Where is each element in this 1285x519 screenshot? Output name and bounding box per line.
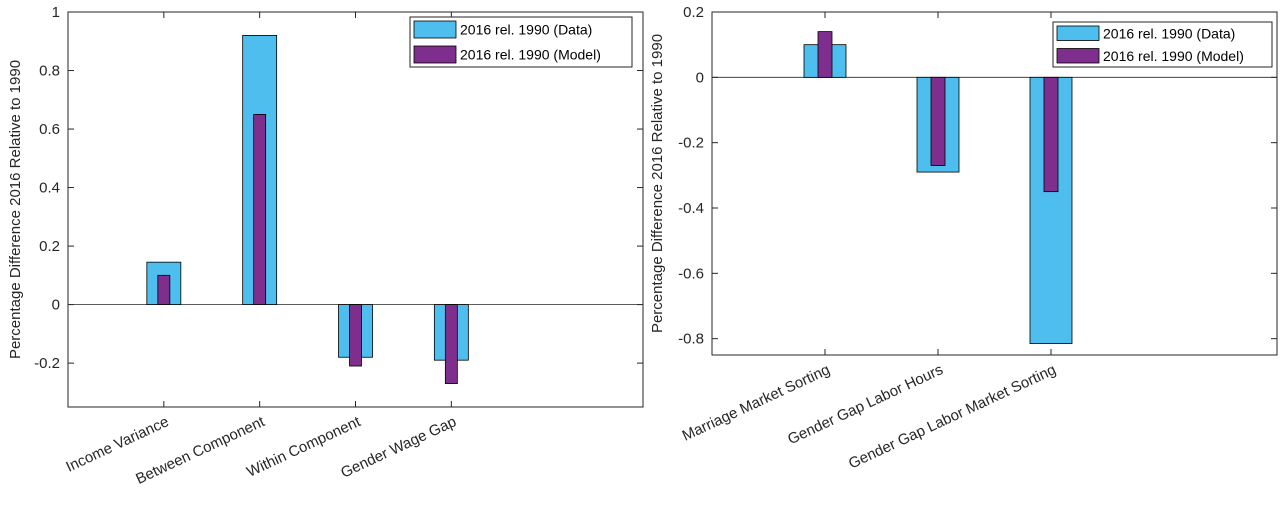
right-y-ticks: -0.8 -0.6 -0.4 -0.2 0 0.2 — [678, 4, 1277, 348]
left-legend-swatch-model — [413, 45, 457, 64]
left-bar-model — [349, 304, 362, 367]
right-y-tick-label: 0.2 — [683, 4, 704, 21]
left-legend-label-model: 2016 rel. 1990 (Model) — [460, 47, 601, 63]
left-y-tick-label: 0.6 — [39, 121, 60, 138]
left-bars — [68, 12, 643, 407]
right-bars — [712, 12, 1277, 355]
right-category-label: Gender Gap Labor Market Sorting — [846, 361, 1059, 472]
left-y-axis-label: Percentage Difference 2016 Relative to 1… — [7, 60, 24, 359]
left-legend: 2016 rel. 1990 (Data) 2016 rel. 1990 (Mo… — [409, 16, 633, 68]
left-y-tick-label: 1 — [52, 4, 60, 21]
left-bar-model — [253, 114, 267, 305]
right-y-tick-label: -0.8 — [678, 331, 704, 348]
left-bar-model — [157, 274, 171, 305]
right-legend-label-model: 2016 rel. 1990 (Model) — [1103, 48, 1244, 64]
right-bar-model — [1043, 76, 1059, 193]
left-y-tick-label: -0.2 — [34, 355, 60, 372]
left-chart: -0.2 0 0.2 0.4 0.6 0.8 1 Income VarianceBetwee… — [7, 4, 644, 488]
left-legend-label-data: 2016 rel. 1990 (Data) — [460, 22, 592, 38]
left-y-tick-label: 0 — [52, 297, 60, 314]
left-y-tick-label: 0.4 — [39, 180, 60, 197]
right-bar-model — [817, 31, 833, 78]
right-y-tick-label: -0.6 — [678, 265, 704, 282]
left-legend-swatch-data — [413, 20, 457, 39]
right-legend-swatch-data — [1056, 25, 1100, 41]
right-y-tick-label: 0 — [696, 69, 704, 86]
right-y-tick-label: -0.4 — [678, 200, 704, 217]
right-y-tick-label: -0.2 — [678, 135, 704, 152]
left-bar-model — [444, 304, 458, 384]
left-y-tick-label: 0.2 — [39, 238, 60, 255]
left-y-ticks: -0.2 0 0.2 0.4 0.6 0.8 1 — [34, 4, 643, 372]
right-legend-label-data: 2016 rel. 1990 (Data) — [1103, 25, 1235, 41]
left-y-tick-label: 0.8 — [39, 63, 60, 80]
right-y-axis-label: Percentage Difference 2016 Relative to 1… — [649, 34, 666, 333]
right-legend-swatch-model — [1056, 48, 1100, 64]
right-plot-box — [711, 11, 1278, 356]
right-chart: -0.8 -0.6 -0.4 -0.2 0 0.2 Marriage Market Sor… — [649, 4, 1278, 472]
right-legend: 2016 rel. 1990 (Data) 2016 rel. 1990 (Mo… — [1052, 21, 1273, 68]
right-bar-model — [930, 76, 946, 166]
